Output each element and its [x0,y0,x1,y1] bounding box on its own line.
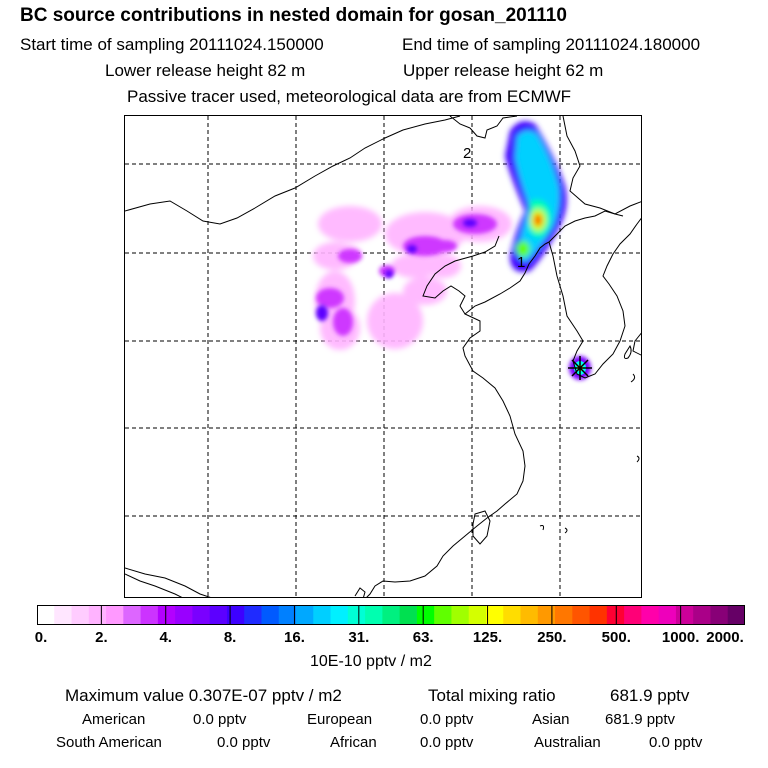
colorbar-tick-label: 31. [348,629,370,646]
south-american-value: 0.0 pptv [217,734,271,751]
colorbar-tick-label: 4. [159,629,172,646]
colorbar-swatch [503,605,522,625]
colorbar-tick-label: 125. [472,629,503,646]
colorbar-swatch [675,605,694,625]
colorbar-swatch [157,605,176,625]
coastlines [125,116,641,597]
colorbar-tick-label: 1000. [661,629,700,646]
colorbar-swatch [520,605,539,625]
colorbar-swatch [226,605,245,625]
african-value: 0.0 pptv [420,734,474,751]
colorbar-tick-label: 2. [95,629,108,646]
colorbar-swatch [175,605,194,625]
colorbar-swatch [88,605,107,625]
colorbar-swatch [71,605,90,625]
info-line: Passive tracer used, meteorological data… [127,87,572,106]
american-value: 0.0 pptv [193,711,247,728]
asian-label: Asian [532,711,570,728]
colorbar-swatch [658,605,677,625]
colorbar-swatch [641,605,660,625]
colorbar-swatch [209,605,228,625]
colorbar-swatch [244,605,263,625]
colorbar-swatch [261,605,280,625]
colorbar-border [37,605,745,625]
colorbar-swatch [555,605,573,625]
african-label: African [330,734,377,751]
colorbar-swatch [693,605,712,625]
colorbar-swatch [399,605,418,625]
map-panel: 2 1 [124,115,642,598]
australian-value: 0.0 pptv [649,734,703,751]
tracer-plume [313,121,592,380]
colorbar-tick-label: 8. [223,629,237,646]
colorbar-swatch [434,605,453,625]
colorbar-tick-label: 0. [34,629,48,646]
colorbar-swatch [365,605,383,625]
page-title: BC source contributions in nested domain… [20,5,567,26]
colorbar-swatch [330,605,349,625]
start-time-label: Start time of sampling 20111024.150000 [20,35,324,54]
colorbar-swatch [347,605,366,625]
colorbar-unit: 10E-10 pptv / m2 [310,653,432,670]
total-mixing-label: Total mixing ratio [428,686,556,705]
colorbar-svg [37,605,746,625]
colorbar-swatch [624,605,642,625]
marker-label-1: 1 [517,254,525,271]
colorbar-swatch [451,605,470,625]
colorbar-swatch [296,605,314,625]
marker-label-2: 2 [463,145,471,162]
colorbar-swatch [123,605,142,625]
colorbar-tick-label: 16. [284,629,305,646]
lower-release-label: Lower release height 82 m [105,61,306,80]
total-mixing-value: 681.9 pptv [610,686,690,705]
european-label: European [307,711,373,728]
colorbar-swatch [192,605,211,625]
colorbar-swatch [572,605,591,625]
colorbar-swatch [537,605,556,625]
colorbar-tick-label: 2000. [706,629,744,646]
colorbar-swatch [37,605,55,625]
colorbar-swatch [416,605,435,625]
colorbar [37,605,746,625]
colorbar-swatch [313,605,332,625]
colorbar-swatch [278,605,297,625]
colorbar-swatch [382,605,401,625]
colorbar-swatch [54,605,73,625]
australian-label: Australian [534,734,601,751]
colorbar-swatch [727,605,746,625]
colorbar-tick-label: 500. [601,629,631,646]
american-label: American [82,711,146,728]
colorbar-swatch [710,605,729,625]
max-value-label: Maximum value 0.307E-07 pptv / m2 [65,686,342,705]
south-american-label: South American [56,734,162,751]
map-canvas: 2 1 [125,116,641,597]
asian-value: 681.9 pptv [605,711,676,728]
colorbar-swatch [140,605,159,625]
colorbar-swatch [468,605,487,625]
end-time-label: End time of sampling 20111024.180000 [402,35,701,54]
colorbar-swatch [589,605,608,625]
colorbar-tick-label: 63. [412,629,434,646]
european-value: 0.0 pptv [420,711,474,728]
colorbar-swatch [485,605,504,625]
receptor-marker [568,356,592,380]
colorbar-tick-label: 250. [537,629,567,646]
upper-release-label: Upper release height 62 m [403,61,604,80]
colorbar-swatch [106,605,124,625]
